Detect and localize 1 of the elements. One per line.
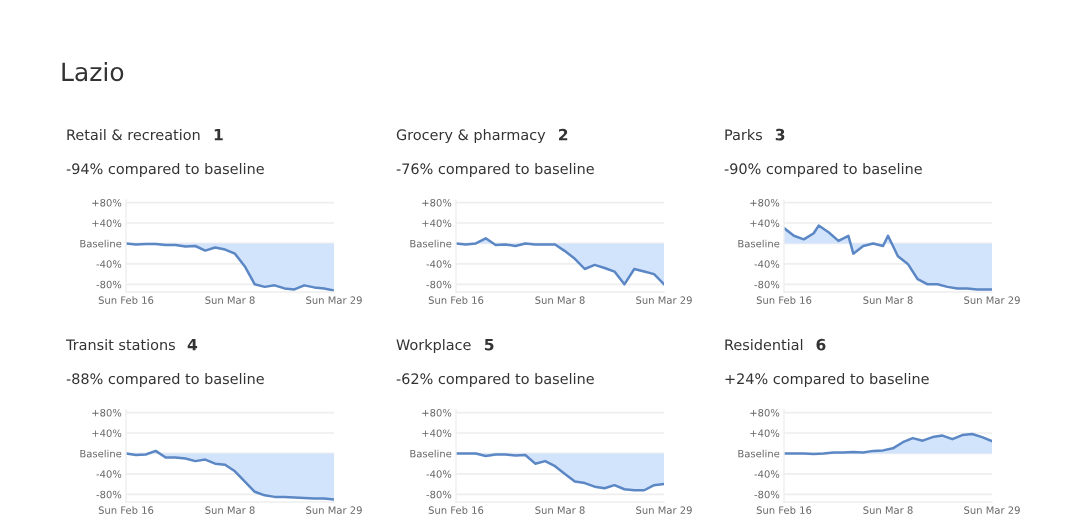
text: Lazio <box>62 61 124 82</box>
